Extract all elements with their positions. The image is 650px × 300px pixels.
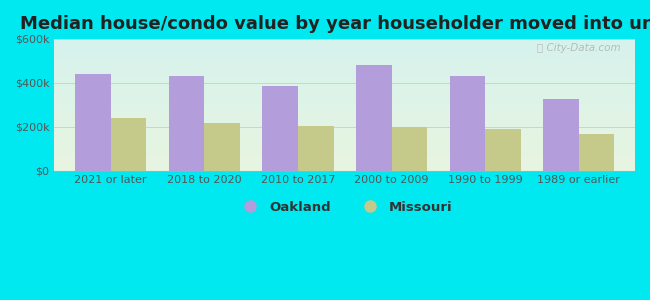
Bar (75, 74, 110, 171)
Legend: Oakland, Missouri: Oakland, Missouri (232, 196, 458, 219)
Bar (111, 118, 146, 171)
Bar (298, 125, 333, 171)
Bar (204, 123, 240, 171)
Text: ⓘ City-Data.com: ⓘ City-Data.com (537, 43, 621, 53)
Bar (356, 65, 391, 171)
Bar (263, 86, 298, 171)
Bar (391, 127, 427, 171)
Bar (543, 99, 578, 171)
Bar (169, 76, 204, 171)
Bar (450, 76, 485, 171)
Bar (578, 134, 614, 171)
Bar (485, 129, 521, 171)
Title: Median house/condo value by year householder moved into unit: Median house/condo value by year househo… (20, 15, 650, 33)
